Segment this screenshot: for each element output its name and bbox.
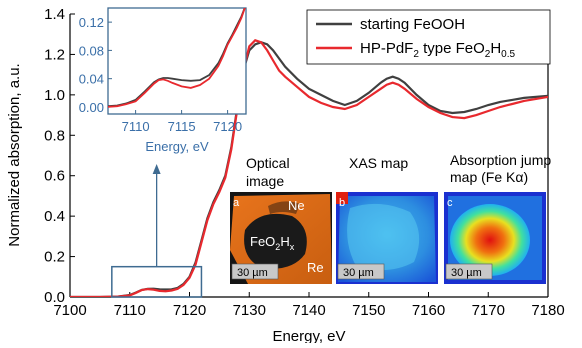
y-tick-label: 1.2	[44, 46, 65, 63]
scale-bar-a	[231, 263, 279, 280]
x-tick-label: 7130	[233, 302, 266, 319]
y-tick-label: 0.2	[44, 249, 65, 266]
caption-absorption-jump-line2: map (Fe Kα)	[450, 169, 528, 185]
optical-label-re: Re	[307, 260, 324, 275]
scale-bar-label-c: 30 µm	[451, 267, 482, 279]
y-axis-label: Normalized absorption, a.u.	[6, 63, 23, 246]
zoom-box	[111, 265, 203, 298]
caption-optical-image-line1: Optical	[246, 155, 290, 171]
main-tick-labels: 7100 7110 7120 7130 7140 7150 7160 7170 71800.00…	[44, 6, 565, 319]
inset-y-tick-label: 0.08	[79, 43, 104, 58]
inset-y-tick-label: 0.12	[79, 15, 104, 30]
series-line-starting-feooh	[70, 41, 548, 297]
inset-x-axis-label: Energy, eV	[145, 139, 209, 154]
x-tick-label: 7160	[412, 302, 445, 319]
inset-chart: 7110 7115 7120 0.00 0.04 0.08 0.12 Energy, eV	[79, 7, 247, 154]
x-tick-label: 7170	[472, 302, 505, 319]
zoom-arrowhead-icon	[152, 164, 161, 174]
x-tick-label: 7100	[53, 302, 86, 319]
caption-xas-map: XAS map	[349, 155, 408, 171]
legend-label-starting-feooh: starting FeOOH	[360, 16, 465, 33]
panel-letter-a: a	[233, 197, 240, 209]
panel-letter-b: b	[339, 197, 345, 209]
inset-x-tick-label: 7120	[213, 119, 242, 134]
inset-x-tick-label: 7110	[122, 119, 150, 134]
absorption-jump-map-panel: c 30 µm	[444, 192, 546, 284]
y-tick-label: 0.6	[44, 168, 65, 185]
optical-label-feo2hx: FeO2Hx	[250, 234, 295, 252]
optical-image-panel: a Ne FeO2Hx Re 30 µm	[230, 192, 332, 284]
x-tick-label: 7110	[114, 302, 146, 319]
caption-absorption-jump-line1: Absorption jump	[450, 152, 551, 168]
x-tick-label: 7140	[292, 302, 325, 319]
legend: starting FeOOH HP-PdF2 type FeO2H0.5	[306, 9, 551, 65]
y-tick-label: 0.4	[44, 208, 65, 225]
x-tick-label: 7150	[352, 302, 385, 319]
y-tick-label: 1.4	[44, 6, 65, 23]
inset-x-tick-label: 7115	[168, 119, 196, 134]
panel-letter-c: c	[447, 197, 453, 209]
inset-series-line-hp-pdf2-type	[108, 8, 246, 108]
scale-bar-c	[445, 263, 493, 280]
inset-y-tick-label: 0.04	[79, 72, 104, 87]
x-tick-label: 7180	[531, 302, 564, 319]
optical-label-ne: Ne	[288, 198, 305, 213]
scale-bar-label-b: 30 µm	[343, 267, 374, 279]
inset-y-tick-label: 0.00	[79, 100, 104, 115]
y-tick-label: 0.8	[44, 127, 65, 144]
scale-bar-label-a: 30 µm	[237, 267, 268, 279]
x-tick-label: 7120	[173, 302, 206, 319]
legend-label-hp-pdf2-type: HP-PdF2 type FeO2H0.5	[360, 40, 516, 60]
scale-bar-b	[337, 263, 385, 280]
xas-map-panel: b 30 µm	[336, 192, 438, 284]
inset-tick-labels: 7110 7115 7120 0.00 0.04 0.08 0.12	[79, 15, 242, 134]
y-tick-label: 0.0	[44, 289, 65, 306]
series-line-hp-pdf2-type	[70, 39, 548, 297]
caption-optical-image-line2: image	[246, 173, 284, 189]
x-axis-label: Energy, eV	[272, 328, 345, 343]
y-tick-label: 1.0	[44, 87, 65, 104]
